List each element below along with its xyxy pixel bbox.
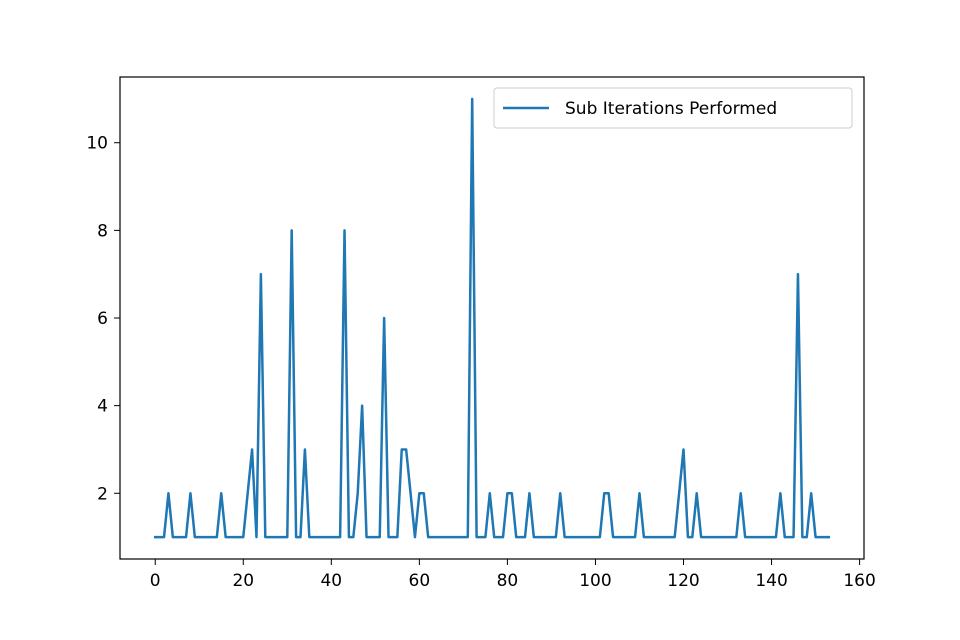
x-tick-label: 80 (497, 571, 519, 591)
y-tick-label: 8 (97, 221, 108, 241)
y-tick-label: 10 (86, 134, 108, 154)
series-layer (153, 97, 831, 539)
legend-label: Sub Iterations Performed (565, 99, 777, 119)
x-tick-label: 100 (579, 571, 611, 591)
x-tick-label: 140 (755, 571, 787, 591)
x-tick-label: 40 (320, 571, 342, 591)
y-tick-label: 4 (97, 397, 108, 417)
series-line (153, 97, 831, 539)
y-tick-label: 6 (97, 309, 108, 329)
x-tick-label: 120 (667, 571, 699, 591)
legend: Sub Iterations Performed (493, 87, 853, 129)
y-axis-ticks: 2 4 6 8 10 (86, 134, 120, 504)
x-tick-label: 0 (150, 571, 161, 591)
x-tick-label: 160 (843, 571, 875, 591)
x-axis-ticks: 0 20 40 60 80 100 120 140 160 (150, 559, 876, 591)
x-tick-label: 60 (409, 571, 431, 591)
x-tick-label: 20 (232, 571, 254, 591)
plot-area-frame (119, 76, 865, 560)
y-tick-label: 2 (97, 484, 108, 504)
legend-box (493, 87, 853, 129)
